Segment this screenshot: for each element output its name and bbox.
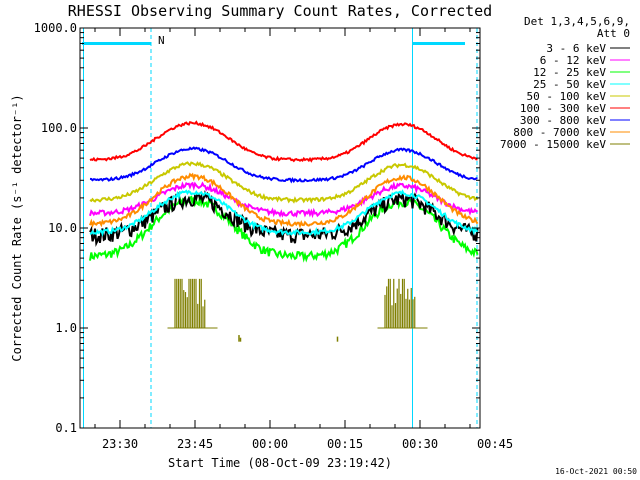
x-tick-label: 00:30 bbox=[402, 437, 438, 451]
y-axis-label: Corrected Count Rate (s⁻¹ detector⁻¹) bbox=[10, 94, 24, 361]
timestamp: 16-Oct-2021 00:50 bbox=[555, 467, 637, 476]
legend-title-line1: Det 1,3,4,5,6,9, bbox=[524, 15, 630, 28]
x-axis-label: Start Time (08-Oct-09 23:19:42) bbox=[168, 456, 392, 470]
series-line-6 bbox=[89, 146, 478, 184]
flag-n-label: N bbox=[158, 34, 165, 47]
x-tick-label: 00:45 bbox=[477, 437, 513, 451]
series-line-5 bbox=[89, 120, 478, 163]
y-tick-label: 1.0 bbox=[55, 321, 77, 335]
y-tick-label: 1000.0 bbox=[34, 21, 77, 35]
plot-frame bbox=[79, 27, 481, 429]
legend-label-5: 100 - 300 keV bbox=[520, 102, 606, 115]
legend-label-4: 50 - 100 keV bbox=[527, 90, 607, 103]
legend-label-1: 6 - 12 keV bbox=[540, 54, 607, 67]
series-line-3 bbox=[89, 189, 479, 237]
legend-label-2: 12 - 25 keV bbox=[533, 66, 606, 79]
y-tick-label: 100.0 bbox=[41, 121, 77, 135]
series-line-7 bbox=[89, 172, 479, 229]
series-line-4 bbox=[89, 161, 479, 204]
legend-title-line2: Att 0 bbox=[597, 27, 630, 40]
series-line-0 bbox=[89, 190, 479, 248]
legend-label-3: 25 - 50 keV bbox=[533, 78, 606, 91]
legend-label-8: 7000 - 15000 keV bbox=[500, 138, 606, 151]
x-tick-label: 23:45 bbox=[177, 437, 213, 451]
x-tick-label: 00:15 bbox=[327, 437, 363, 451]
y-tick-label: 10.0 bbox=[48, 221, 77, 235]
x-tick-label: 23:30 bbox=[102, 437, 138, 451]
legend-label-0: 3 - 6 keV bbox=[546, 42, 606, 55]
y-tick-label: 0.1 bbox=[55, 421, 77, 435]
legend-label-6: 300 - 800 keV bbox=[520, 114, 606, 127]
x-tick-label: 00:00 bbox=[252, 437, 288, 451]
series-line-1 bbox=[89, 181, 479, 219]
chart-title: RHESSI Observing Summary Count Rates, Co… bbox=[68, 2, 492, 20]
legend-label-7: 800 - 7000 keV bbox=[513, 126, 606, 139]
